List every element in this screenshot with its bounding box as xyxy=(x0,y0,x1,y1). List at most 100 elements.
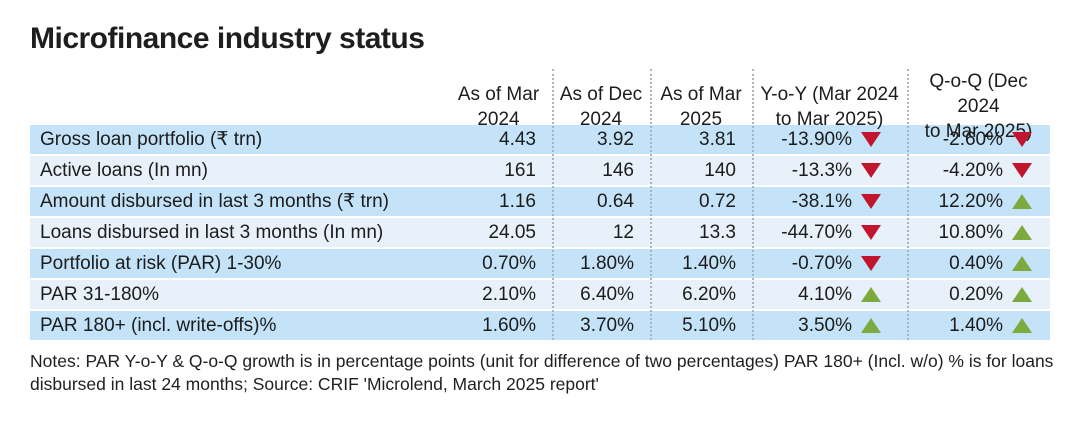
cell-dec-2024: 1.80% xyxy=(580,252,634,274)
yoy-value: -44.70% xyxy=(781,221,852,243)
trend-icon xyxy=(861,256,881,271)
cell-mar-2025: 1.40% xyxy=(682,252,736,274)
cell-mar-2024: 1.16 xyxy=(499,190,536,212)
column-divider xyxy=(752,69,754,340)
table-row: Amount disbursed in last 3 months (₹ trn… xyxy=(30,187,1050,216)
cell-mar-2025: 3.81 xyxy=(699,128,736,150)
column-header-line: to Mar 2025) xyxy=(924,121,1033,142)
table-row: PAR 31-180% 2.10% 6.40% 6.20% 4.10% 0.20… xyxy=(30,280,1050,309)
column-divider xyxy=(907,69,909,340)
row-label: Active loans (In mn) xyxy=(40,159,208,181)
column-header-line: to Mar 2025) xyxy=(775,108,884,130)
yoy-value: 3.50% xyxy=(798,314,852,336)
table-row: Loans disbursed in last 3 months (In mn)… xyxy=(30,218,1050,247)
column-header-line: Y-o-Y (Mar 2024 xyxy=(760,83,899,105)
table-row: Portfolio at risk (PAR) 1-30% 0.70% 1.80… xyxy=(30,249,1050,278)
cell-mar-2024: 1.60% xyxy=(482,314,536,336)
trend-icon xyxy=(1012,256,1032,271)
table-header-row: As of Mar 2024 As of Dec 2024 As of Mar … xyxy=(30,69,1050,142)
yoy-value: -0.70% xyxy=(791,252,852,274)
cell-qoq: 1.40% xyxy=(907,315,1050,337)
row-label: Portfolio at risk (PAR) 1-30% xyxy=(40,252,282,274)
column-header-qoq: Q-o-Q (Dec 2024 to Mar 2025) xyxy=(907,69,1050,144)
column-header-mar-2024: As of Mar 2024 xyxy=(445,82,552,132)
yoy-value: -13.3% xyxy=(791,159,852,181)
cell-mar-2025: 6.20% xyxy=(682,283,736,305)
column-header-dec-2024: As of Dec 2024 xyxy=(552,82,650,132)
cell-mar-2024: 4.43 xyxy=(499,128,536,150)
qoq-value: 10.80% xyxy=(938,221,1003,243)
column-header-line: As of Mar xyxy=(660,83,742,105)
page-title: Microfinance industry status xyxy=(30,22,425,55)
cell-mar-2024: 0.70% xyxy=(482,252,536,274)
trend-icon xyxy=(861,287,881,302)
trend-icon xyxy=(1012,194,1032,209)
cell-dec-2024: 3.92 xyxy=(597,128,634,150)
column-header-line: 2025 xyxy=(679,108,723,130)
cell-qoq: -4.20% xyxy=(907,160,1050,182)
qoq-value: 0.20% xyxy=(949,283,1003,305)
cell-qoq: 10.80% xyxy=(907,222,1050,244)
cell-yoy: -13.3% xyxy=(752,160,907,182)
qoq-value: -2.60% xyxy=(942,128,1003,150)
cell-mar-2024: 24.05 xyxy=(488,221,536,243)
cell-yoy: -0.70% xyxy=(752,253,907,275)
cell-mar-2025: 13.3 xyxy=(699,221,736,243)
column-header-line: As of Mar xyxy=(457,83,540,105)
yoy-value: -13.90% xyxy=(781,128,852,150)
trend-icon xyxy=(861,225,881,240)
trend-icon xyxy=(861,163,881,178)
cell-yoy: 4.10% xyxy=(752,284,907,306)
trend-icon xyxy=(1012,163,1032,178)
cell-dec-2024: 146 xyxy=(602,159,634,181)
cell-qoq: 0.20% xyxy=(907,284,1050,306)
cell-dec-2024: 0.64 xyxy=(597,190,634,212)
cell-qoq: -2.60% xyxy=(907,129,1050,151)
cell-yoy: -38.1% xyxy=(752,191,907,213)
qoq-value: -4.20% xyxy=(942,159,1003,181)
qoq-value: 1.40% xyxy=(949,314,1003,336)
cell-yoy: 3.50% xyxy=(752,315,907,337)
row-label: Loans disbursed in last 3 months (In mn) xyxy=(40,221,384,243)
cell-yoy: -13.90% xyxy=(752,129,907,151)
column-header-line: Q-o-Q (Dec 2024 xyxy=(929,71,1028,117)
cell-dec-2024: 12 xyxy=(612,221,634,243)
column-divider xyxy=(650,69,652,340)
cell-mar-2025: 5.10% xyxy=(682,314,736,336)
trend-icon xyxy=(861,132,881,147)
row-label: PAR 180+ (incl. write-offs)% xyxy=(40,314,277,336)
yoy-value: -38.1% xyxy=(791,190,852,212)
qoq-value: 12.20% xyxy=(938,190,1003,212)
cell-dec-2024: 3.70% xyxy=(580,314,634,336)
qoq-value: 0.40% xyxy=(949,252,1003,274)
column-divider xyxy=(552,69,554,340)
cell-mar-2024: 2.10% xyxy=(482,283,536,305)
table-row: Active loans (In mn) 161 146 140 -13.3% … xyxy=(30,156,1050,185)
cell-qoq: 12.20% xyxy=(907,191,1050,213)
row-label: Amount disbursed in last 3 months (₹ trn… xyxy=(40,191,389,212)
cell-mar-2025: 140 xyxy=(704,159,736,181)
column-header-mar-2025: As of Mar 2025 xyxy=(650,82,752,132)
microfinance-infographic: Microfinance industry status As of Mar 2… xyxy=(0,22,1080,448)
column-header-yoy: Y-o-Y (Mar 2024 to Mar 2025) xyxy=(752,82,907,132)
yoy-value: 4.10% xyxy=(798,283,852,305)
trend-icon xyxy=(1012,318,1032,333)
column-header-line: 2024 xyxy=(477,108,520,130)
data-table: As of Mar 2024 As of Dec 2024 As of Mar … xyxy=(30,69,1050,340)
cell-dec-2024: 6.40% xyxy=(580,283,634,305)
footnote: Notes: PAR Y-o-Y & Q-o-Q growth is in pe… xyxy=(30,351,1054,395)
cell-mar-2024: 161 xyxy=(504,159,536,181)
column-header-line: 2024 xyxy=(579,108,623,130)
trend-icon xyxy=(1012,225,1032,240)
trend-icon xyxy=(1012,287,1032,302)
trend-icon xyxy=(861,194,881,209)
trend-icon xyxy=(861,318,881,333)
table-row: Gross loan portfolio (₹ trn) 4.43 3.92 3… xyxy=(30,125,1050,154)
row-label: PAR 31-180% xyxy=(40,283,159,305)
cell-mar-2025: 0.72 xyxy=(699,190,736,212)
trend-icon xyxy=(1012,132,1032,147)
column-header-line: As of Dec xyxy=(559,83,643,105)
cell-qoq: 0.40% xyxy=(907,253,1050,275)
row-label: Gross loan portfolio (₹ trn) xyxy=(40,129,263,150)
cell-yoy: -44.70% xyxy=(752,222,907,244)
